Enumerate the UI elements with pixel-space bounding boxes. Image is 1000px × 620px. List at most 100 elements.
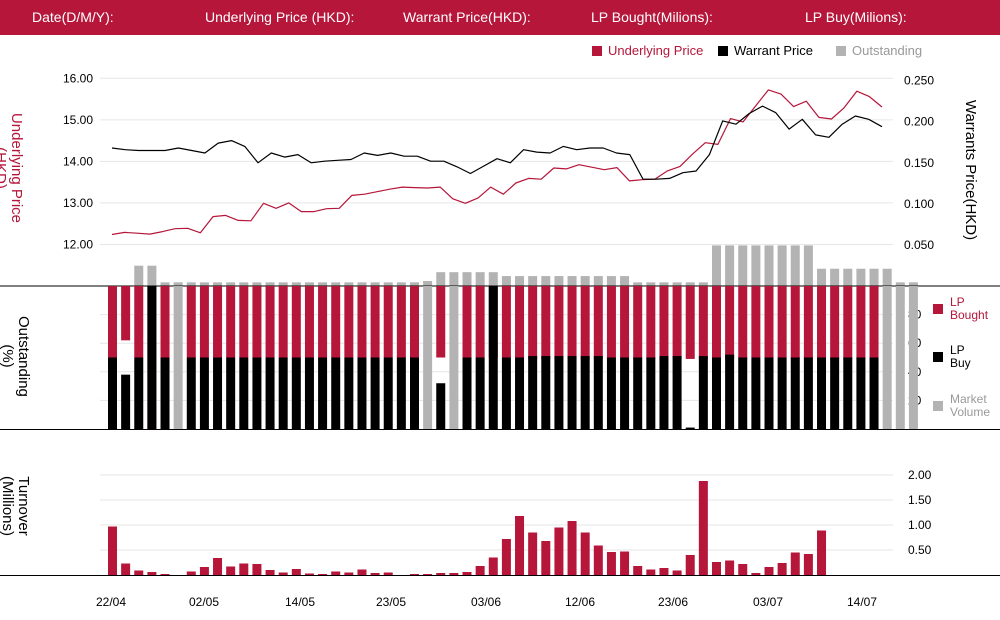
turnover-bar <box>790 552 800 575</box>
outstanding-bar <box>199 282 209 286</box>
outstanding-bar <box>725 245 735 286</box>
x-tick-label: 03/06 <box>471 595 501 609</box>
outstanding-bar <box>698 282 708 286</box>
legend-outstanding[interactable]: Outstanding <box>836 43 922 58</box>
turnover-bar <box>659 568 669 575</box>
lp-bought-bar <box>265 286 275 358</box>
turnover-tick-label: 1.50 <box>908 493 932 507</box>
legend-warrant-swatch <box>718 45 728 56</box>
lp-buy-bar <box>304 357 314 429</box>
lp-bought-bar <box>515 286 525 358</box>
lp-bought-bar <box>291 286 301 358</box>
lp-bought-bar <box>331 286 341 358</box>
lp-bought-bar <box>869 286 879 359</box>
lp-buy-bar <box>751 357 761 429</box>
turnover-bar <box>134 570 144 575</box>
market-volume-bar <box>908 286 918 429</box>
lp-buy-bar <box>672 356 682 429</box>
lp-bought-bar <box>409 286 419 358</box>
lp-bought-bar <box>593 286 603 359</box>
x-tick-label: 02/05 <box>189 595 219 609</box>
lp-bought-bar <box>659 286 669 361</box>
legend-warrant[interactable]: Warrant Price <box>718 43 813 58</box>
turnover-bar <box>291 569 301 575</box>
lp-buy-bar <box>370 357 380 429</box>
outstanding-bar <box>593 276 603 286</box>
turnover-bar <box>803 554 813 575</box>
outstanding-bar <box>790 245 800 286</box>
turnover-tick-label: 0.50 <box>908 543 932 557</box>
turnover-bar <box>423 574 433 575</box>
lp-buy-bar <box>646 357 656 429</box>
lp-buy-bar <box>620 357 630 429</box>
underlying-tick-label: 16.00 <box>63 71 93 85</box>
x-tick-label: 14/07 <box>847 595 877 609</box>
lp-buy-bar <box>856 357 866 429</box>
lp-bought-bar <box>738 286 748 359</box>
turnover-bar <box>252 564 262 575</box>
outstanding-bar <box>160 282 170 286</box>
lp-buy-bar <box>409 357 419 429</box>
lp-bought-bar <box>226 286 236 358</box>
outstanding-bar <box>646 282 656 286</box>
lp-bought-bar <box>213 286 223 358</box>
turnover-bar <box>239 563 249 575</box>
outstanding-bar <box>672 282 682 286</box>
outstanding-bar <box>226 282 236 286</box>
lp-buy-bar <box>291 357 301 429</box>
turnover-bar <box>226 566 236 575</box>
outstanding-bar <box>803 245 813 286</box>
turnover-bar <box>698 481 708 575</box>
lp-bought-bar <box>633 286 643 359</box>
lp-buy-bar <box>462 357 472 429</box>
turnover-bar <box>344 572 354 575</box>
outstanding-bar <box>541 276 551 286</box>
lp-buy-bar <box>199 357 209 429</box>
lp-buy-bar <box>475 357 485 429</box>
lp-buy-bar <box>134 357 144 429</box>
lp-buy-bar <box>252 357 262 429</box>
warrant-price-line <box>111 105 883 180</box>
underlying-tick-label: 13.00 <box>63 196 93 210</box>
lp-bought-bar <box>383 286 393 358</box>
market-volume-bar <box>895 286 905 429</box>
outstanding-bar <box>213 282 223 286</box>
lp-buy-bar <box>764 357 774 429</box>
lp-bought-bar <box>698 286 708 359</box>
lp-buy-swatch <box>933 352 943 362</box>
outstanding-bar <box>357 282 367 286</box>
lp-buy-bar <box>436 383 446 429</box>
turnover-bar <box>462 572 472 575</box>
lp-buy-bar <box>239 357 249 429</box>
lp-buy-label: LP Buy(Milions): <box>805 9 907 25</box>
outstanding-bar <box>620 276 630 286</box>
outstanding-bar <box>304 282 314 286</box>
outstanding-bar <box>777 245 787 286</box>
legend-underlying-swatch <box>592 45 602 56</box>
lp-buy-bar <box>803 357 813 429</box>
lp-bought-bar <box>344 286 354 358</box>
lp-bought-bar <box>606 286 616 358</box>
outstanding-bar <box>895 282 905 286</box>
outstanding-bar <box>239 282 249 286</box>
turnover-bar <box>685 555 695 575</box>
legend-underlying[interactable]: Underlying Price <box>592 43 703 58</box>
turnover-bar <box>528 532 538 575</box>
legend-outstanding-label: Outstanding <box>852 43 923 58</box>
outstanding-bar <box>475 272 485 286</box>
market-volume-bar <box>173 286 183 429</box>
lp-bought-bar <box>711 286 721 359</box>
turnover-bar <box>593 545 603 575</box>
outstanding-bar <box>396 282 406 286</box>
outstanding-bar <box>462 272 472 286</box>
lp-bought-bar <box>160 286 170 358</box>
turnover-bar <box>672 570 682 575</box>
turnover-bar <box>186 571 196 575</box>
turnover-bar <box>199 567 209 575</box>
outstanding-bar <box>409 282 419 286</box>
turnover-bar <box>541 541 551 575</box>
outstanding-bar <box>449 272 459 286</box>
lp-bought-bar <box>121 286 131 341</box>
lp-buy-bar <box>738 357 748 429</box>
lp-bought-bar <box>357 286 367 358</box>
